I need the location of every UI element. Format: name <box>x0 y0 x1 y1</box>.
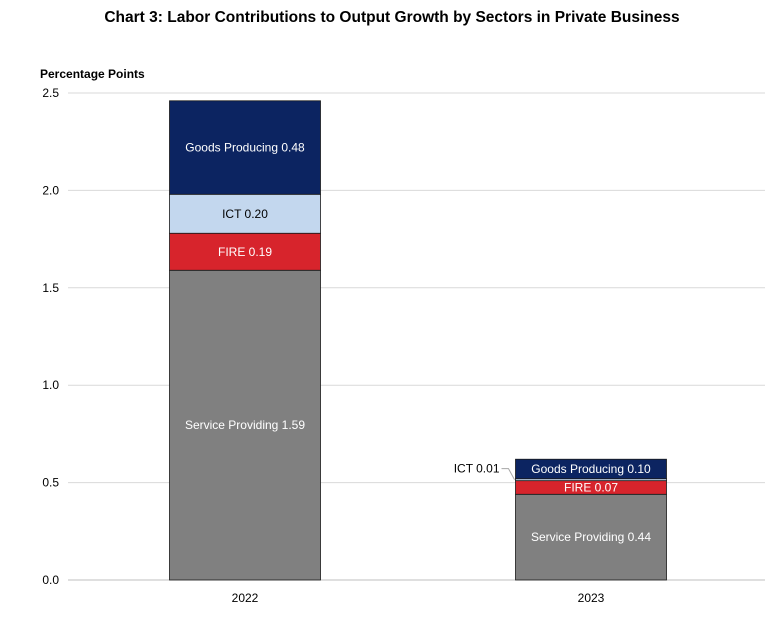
y-tick-label: 0.5 <box>42 476 59 490</box>
segment-label-ict: ICT 0.20 <box>222 207 268 221</box>
y-tick-label: 2.0 <box>42 183 59 197</box>
segment-label-service: Service Providing 1.59 <box>185 418 305 432</box>
segment-label-goods: Goods Producing 0.48 <box>185 141 305 155</box>
y-tick-label: 1.5 <box>42 281 59 295</box>
chart-title: Chart 3: Labor Contributions to Output G… <box>104 9 680 26</box>
y-axis-ticks: 0.0 0.5 1.0 1.5 2.0 2.5 <box>42 86 59 587</box>
segment-label-service: Service Providing 0.44 <box>531 530 651 544</box>
segment-labels: Service Providing 1.59 FIRE 0.19 ICT 0.20 G… <box>185 141 651 545</box>
label-leader-line <box>501 468 515 480</box>
bar-segment-goods <box>515 458 667 480</box>
segment-label-fire: FIRE 0.07 <box>564 480 618 494</box>
y-tick-label: 1.0 <box>42 378 59 392</box>
segment-label-fire: FIRE 0.19 <box>218 245 272 259</box>
segment-label-ict: ICT 0.01 <box>454 462 500 476</box>
bars <box>169 100 667 581</box>
bar-segment-fire <box>169 232 321 271</box>
x-axis-ticks: 2022 2023 <box>232 591 605 605</box>
x-tick-label: 2022 <box>232 591 259 605</box>
y-tick-label: 0.0 <box>42 573 59 587</box>
bar-segment-goods <box>169 100 321 195</box>
y-axis-label: Percentage Points <box>40 67 145 81</box>
bar-segment-service <box>169 269 321 581</box>
y-tick-label: 2.5 <box>42 86 59 100</box>
segment-label-goods: Goods Producing 0.10 <box>531 462 651 476</box>
x-tick-label: 2023 <box>578 591 605 605</box>
